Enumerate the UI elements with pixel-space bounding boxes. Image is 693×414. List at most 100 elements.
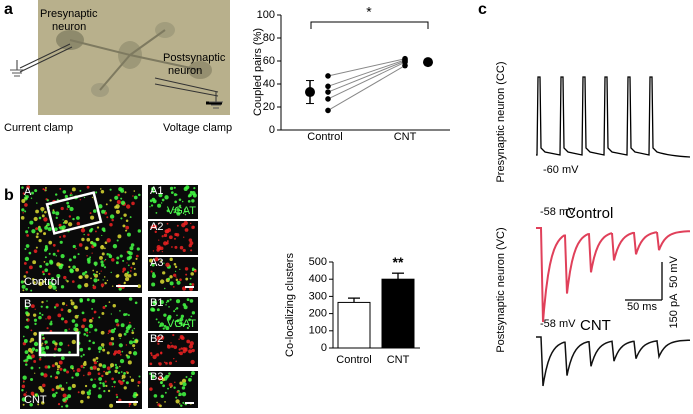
- cluster: [60, 317, 64, 321]
- cluster: [52, 210, 56, 215]
- cluster: [25, 244, 30, 248]
- cluster: [110, 337, 115, 341]
- cluster: [119, 359, 125, 364]
- cluster: [67, 344, 70, 347]
- cluster: [165, 262, 170, 268]
- neuron-label: neuron: [168, 65, 202, 77]
- cluster: [79, 198, 82, 201]
- cluster: [61, 302, 66, 306]
- cluster: [120, 197, 123, 200]
- cluster: [179, 351, 183, 356]
- cluster: [38, 357, 42, 361]
- cluster: [173, 211, 176, 214]
- cluster: [180, 347, 183, 350]
- cluster: [80, 390, 85, 395]
- cluster: [56, 364, 61, 369]
- cluster: [27, 227, 30, 229]
- cluster: [189, 282, 192, 286]
- cluster: [160, 259, 163, 262]
- cluster: [80, 355, 83, 358]
- cluster: [112, 304, 116, 308]
- cluster: [157, 321, 160, 324]
- cluster: [30, 197, 33, 199]
- cluster: [97, 346, 103, 351]
- cluster: [25, 311, 29, 315]
- panel-label: c: [478, 1, 487, 18]
- image-label: Control: [24, 276, 59, 288]
- cluster: [26, 185, 31, 190]
- cluster: [92, 383, 97, 389]
- trace: [536, 76, 691, 158]
- cluster: [106, 252, 110, 256]
- cluster: [59, 240, 63, 244]
- cluster: [92, 273, 96, 276]
- cluster: [158, 239, 160, 241]
- cluster: [50, 320, 53, 323]
- cluster: [128, 402, 132, 406]
- cluster: [122, 187, 124, 190]
- cluster: [84, 274, 89, 279]
- cluster: [41, 270, 45, 274]
- cluster: [88, 318, 93, 323]
- cluster: [104, 210, 107, 212]
- cluster: [84, 327, 89, 332]
- cluster: [185, 376, 188, 379]
- cluster: [157, 342, 160, 345]
- cluster: [25, 318, 29, 321]
- cluster: [102, 364, 107, 369]
- cluster: [20, 216, 25, 220]
- cluster: [175, 278, 179, 282]
- cluster: [122, 379, 125, 382]
- cluster: [40, 206, 45, 212]
- cluster: [89, 256, 92, 259]
- cluster: [169, 186, 174, 191]
- cluster: [164, 391, 167, 394]
- cluster: [89, 368, 92, 371]
- cluster: [73, 255, 77, 259]
- cluster: [22, 341, 27, 346]
- cluster: [130, 378, 135, 383]
- cluster: [55, 345, 57, 348]
- cluster: [157, 376, 163, 381]
- cluster: [121, 377, 123, 380]
- cluster: [91, 308, 93, 310]
- cluster: [46, 300, 48, 302]
- cluster: [58, 226, 60, 229]
- cluster: [189, 299, 194, 303]
- cluster: [56, 368, 59, 371]
- cluster: [72, 244, 76, 249]
- cluster: [191, 371, 195, 376]
- y-tick-label: 80: [263, 32, 275, 44]
- cluster: [191, 311, 196, 315]
- point: [402, 62, 408, 69]
- cluster: [133, 327, 135, 330]
- cluster: [67, 204, 71, 209]
- cluster: [66, 280, 69, 283]
- cluster: [137, 380, 141, 384]
- cluster: [113, 327, 117, 330]
- cluster: [186, 298, 190, 302]
- cluster: [178, 403, 181, 405]
- bar: [381, 278, 415, 349]
- cluster: [175, 276, 177, 278]
- cluster: [25, 363, 28, 366]
- cluster: [120, 200, 126, 205]
- cluster: [102, 382, 105, 385]
- cluster: [101, 209, 106, 214]
- cluster: [104, 281, 107, 285]
- cluster: [118, 343, 123, 348]
- cluster: [78, 243, 83, 247]
- image: [148, 371, 198, 408]
- cluster: [189, 193, 191, 195]
- cluster: [164, 401, 166, 403]
- cluster: [59, 236, 62, 238]
- cluster: [122, 224, 126, 228]
- cluster: [86, 254, 88, 257]
- cluster: [45, 305, 49, 309]
- cluster: [115, 204, 120, 209]
- cluster: [21, 384, 26, 389]
- scale-bar: [625, 262, 663, 301]
- cluster: [34, 372, 36, 374]
- cluster: [71, 280, 75, 283]
- roi-box: [45, 191, 103, 235]
